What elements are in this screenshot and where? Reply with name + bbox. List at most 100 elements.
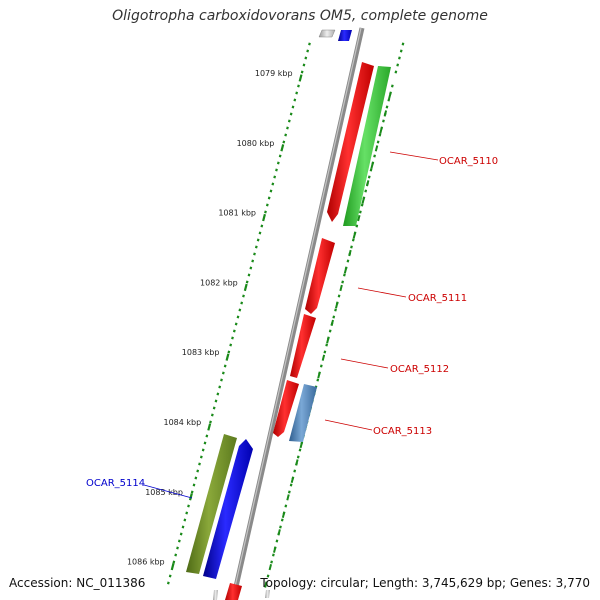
major-tick-left: [170, 562, 175, 571]
gene-ocar-5114-olive: [186, 434, 237, 574]
minor-tick-right: [376, 140, 380, 144]
gene-label-ocar-5113[interactable]: OCAR_5113: [373, 426, 432, 437]
leader-ocar-5110: [389, 151, 439, 161]
minor-tick-right-long: [361, 197, 365, 204]
gene-ocar-5111: [305, 238, 335, 314]
gene-label-ocar-5112[interactable]: OCAR_5112: [390, 364, 449, 375]
minor-tick-left: [267, 196, 271, 200]
minor-tick-right: [275, 539, 279, 543]
minor-tick-left: [203, 441, 207, 445]
minor-tick-right-long: [277, 529, 281, 536]
minor-tick-right-long: [343, 267, 348, 274]
minor-tick-left: [198, 462, 201, 466]
minor-tick-right: [280, 518, 284, 522]
minor-tick-right: [399, 49, 403, 53]
minor-tick-right: [398, 56, 401, 60]
minor-tick-right: [328, 329, 332, 333]
gene-ocar-5113: [289, 384, 317, 442]
minor-tick-left: [302, 63, 306, 67]
minor-tick-left: [291, 105, 295, 109]
tick-label: 1081 kbp: [218, 209, 256, 218]
minor-tick-right: [316, 378, 320, 382]
minor-tick-right: [390, 84, 394, 88]
minor-tick-right: [296, 455, 300, 459]
minor-tick-left: [177, 539, 181, 543]
minor-tick-left: [183, 518, 187, 522]
minor-tick-right: [325, 343, 329, 347]
gene-label-ocar-5114[interactable]: OCAR_5114: [86, 478, 145, 489]
minor-tick-left: [218, 385, 222, 389]
genome-backbone: [230, 27, 365, 600]
minor-tick-right: [334, 308, 337, 312]
tick-marks-left: [166, 42, 311, 585]
minor-tick-left: [306, 49, 310, 53]
gene-label-ocar-5110[interactable]: OCAR_5110: [439, 156, 498, 167]
minor-tick-left: [220, 378, 223, 382]
minor-tick-left: [168, 574, 172, 578]
minor-tick-left: [194, 476, 198, 480]
minor-tick-left: [247, 273, 251, 277]
tick-labels: 1079 kbp 1080 kbp 1081 kbp 1082 kbp 1083 kbp…: [127, 69, 293, 567]
minor-tick-right: [396, 63, 400, 67]
leader-ocar-5114: [143, 484, 193, 499]
tick-label: 1080 kbp: [237, 139, 275, 148]
minor-tick-left: [216, 392, 220, 396]
minor-tick-right: [293, 469, 297, 473]
minor-tick-left: [284, 133, 288, 137]
gene-partial-top-blue: [338, 30, 352, 41]
minor-tick-left: [201, 448, 205, 452]
minor-tick-left: [238, 308, 242, 312]
minor-tick-left: [166, 581, 170, 585]
minor-tick-left: [287, 119, 291, 123]
minor-tick-left: [278, 154, 282, 158]
minor-tick-right-long: [374, 145, 379, 152]
minor-tick-right: [378, 133, 382, 137]
tick-label: 1085 kbp: [145, 488, 183, 497]
minor-tick-left: [210, 413, 214, 417]
major-tick-left: [225, 353, 230, 361]
minor-tick-right-long: [290, 476, 295, 484]
minor-tick-left: [269, 189, 273, 193]
minor-tick-left: [286, 126, 289, 130]
minor-tick-right-long: [365, 180, 370, 187]
leader-ocar-5112: [340, 358, 389, 369]
minor-tick-left: [245, 280, 249, 284]
gene-label-ocar-5111[interactable]: OCAR_5111: [408, 293, 467, 304]
gene-partial-bottom-red: [225, 583, 242, 600]
minor-tick-right: [343, 273, 346, 277]
minor-tick-right-long: [339, 284, 343, 292]
leader-ocar-5113: [324, 419, 373, 431]
minor-tick-left: [253, 252, 256, 256]
minor-tick-right: [359, 210, 362, 214]
minor-tick-right: [355, 224, 359, 228]
minor-tick-left: [232, 329, 236, 333]
minor-tick-right: [364, 189, 368, 193]
minor-tick-right-long: [379, 127, 383, 135]
minor-tick-left: [192, 483, 196, 487]
minor-tick-right: [350, 245, 353, 249]
minor-tick-left: [205, 434, 209, 438]
minor-tick-left: [242, 294, 245, 298]
minor-tick-left: [234, 322, 238, 326]
major-tick-left: [207, 423, 212, 431]
minor-tick-right-long: [286, 494, 290, 501]
gene-ocar-5112-b: [273, 380, 299, 437]
minor-tick-right: [387, 98, 391, 102]
major-tick-left: [280, 144, 285, 152]
minor-tick-right: [270, 560, 273, 564]
minor-tick-right: [332, 315, 336, 319]
minor-tick-left: [223, 364, 227, 368]
minor-tick-left: [258, 231, 262, 235]
minor-tick-left: [196, 469, 200, 473]
minor-tick-left: [214, 399, 218, 403]
minor-tick-left: [172, 560, 176, 564]
minor-tick-left: [231, 336, 234, 340]
minor-tick-right: [272, 553, 275, 557]
tick-label: 1084 kbp: [163, 418, 201, 427]
gene-partial-top-gray: [318, 29, 336, 38]
minor-tick-left: [249, 266, 253, 270]
minor-tick-left: [293, 98, 297, 102]
minor-tick-right-long: [330, 319, 334, 327]
map-title: Oligotropha carboxidovorans OM5, complet…: [112, 8, 488, 24]
minor-tick-left: [264, 210, 267, 214]
